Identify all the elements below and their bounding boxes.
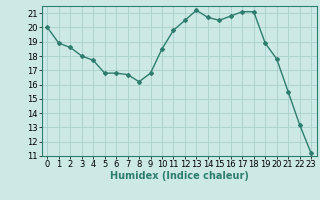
X-axis label: Humidex (Indice chaleur): Humidex (Indice chaleur) [110,171,249,181]
